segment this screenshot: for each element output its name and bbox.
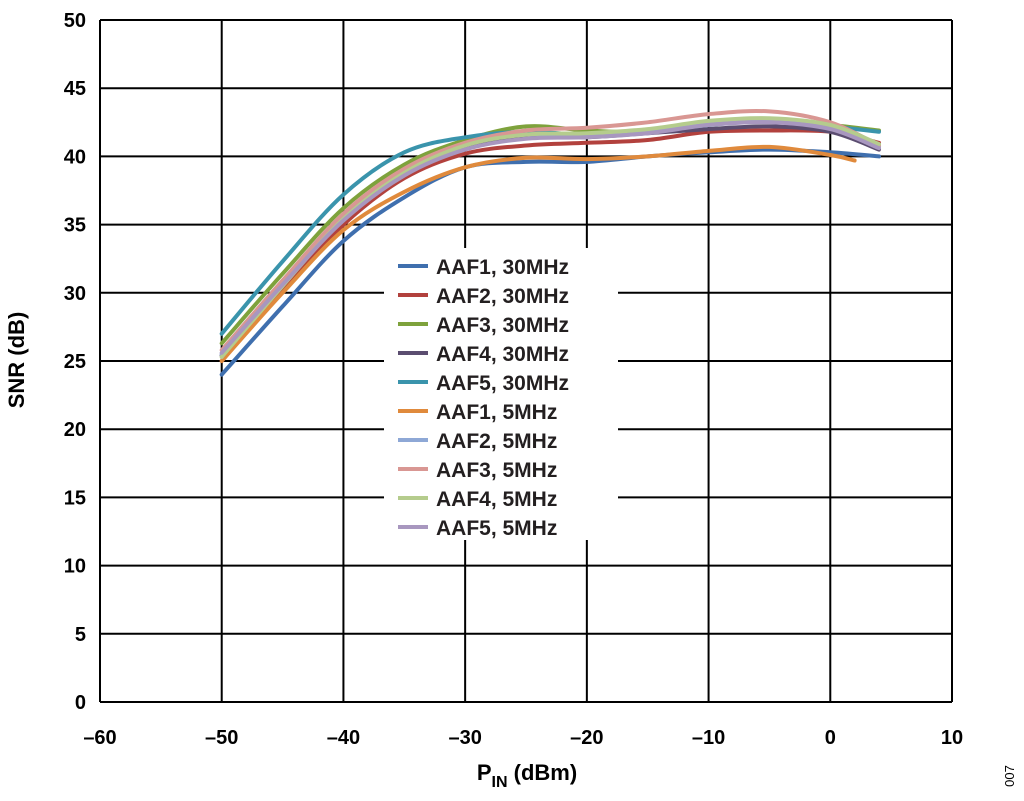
legend-label: AAF5, 30MHz [436,372,569,395]
series-line-aaf1-5mhz [219,144,857,363]
x-axis-title-unit: (dBm) [508,760,578,785]
y-tick-label: 5 [75,624,86,646]
x-axis-title-subscript: IN [492,774,508,791]
legend-label: AAF3, 5MHz [436,459,557,482]
figure-id: 007 [1002,765,1017,787]
series-line-aaf3-5mhz [219,108,881,353]
y-tick-label: 40 [64,146,86,168]
legend-label: AAF2, 5MHz [436,430,557,453]
x-tick-label: –50 [205,727,238,749]
y-axis-title: SNR (dB) [4,312,29,409]
y-tick-label: 45 [64,78,86,100]
legend-label: AAF4, 5MHz [436,488,557,511]
x-tick-label: 10 [941,727,963,749]
series-line-aaf5-5mhz [219,120,881,355]
x-tick-label: –40 [327,727,360,749]
legend-label: AAF2, 30MHz [436,285,569,308]
y-tick-label: 25 [64,351,86,373]
legend-label: AAF5, 5MHz [436,517,557,540]
y-tick-label: 0 [75,692,86,714]
series-line-aaf1-30mhz [219,147,881,377]
x-tick-label: 0 [825,727,836,749]
y-tick-label: 50 [64,10,86,32]
legend-label: AAF1, 5MHz [436,401,557,424]
x-axis-title: PIN (dBm) [477,760,577,791]
y-tick-labels: 0 5 10 15 20 25 30 35 40 45 50 [64,10,86,714]
y-tick-label: 35 [64,215,86,237]
y-tick-label: 30 [64,283,86,305]
x-tick-label: –30 [448,727,481,749]
x-axis-title-main: P [477,760,492,785]
y-tick-label: 10 [64,556,86,578]
legend-label: AAF4, 30MHz [436,343,569,366]
x-tick-label: –10 [692,727,725,749]
x-tick-label: –60 [83,727,116,749]
x-tick-label: –20 [570,727,603,749]
legend: AAF1, 30MHz AAF2, 30MHz AAF3, 30MHz AAF4, 3… [384,248,618,540]
y-tick-label: 15 [64,487,86,509]
legend-label: AAF1, 30MHz [436,256,569,279]
series-lines [219,108,881,377]
y-tick-label: 20 [64,419,86,441]
x-tick-labels: –60 –50 –40 –30 –20 –10 0 10 [83,727,963,749]
series-line-aaf2-30mhz [219,128,881,363]
legend-label: AAF3, 30MHz [436,314,569,337]
